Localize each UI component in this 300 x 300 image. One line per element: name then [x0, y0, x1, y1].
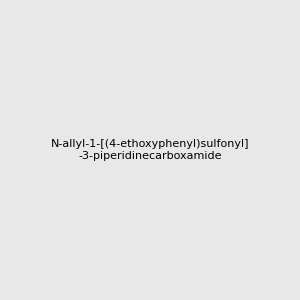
Text: N-allyl-1-[(4-ethoxyphenyl)sulfonyl]
-3-piperidinecarboxamide: N-allyl-1-[(4-ethoxyphenyl)sulfonyl] -3-… — [51, 139, 249, 161]
